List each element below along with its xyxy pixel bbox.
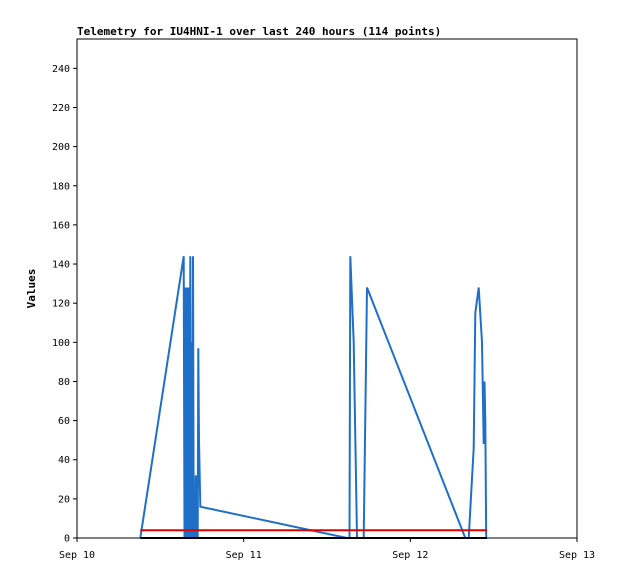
y-tick-label: 120 (52, 299, 70, 310)
y-tick-label: 160 (52, 220, 70, 231)
x-tick-label: Sep 10 (59, 550, 95, 561)
chart-title: Telemetry for IU4HNI-1 over last 240 hou… (77, 25, 441, 38)
y-tick-label: 60 (58, 416, 70, 427)
y-tick-label: 220 (52, 103, 70, 114)
series-line-1 (139, 256, 488, 539)
x-tick-label: Sep 13 (559, 550, 595, 561)
y-tick-label: 20 (58, 494, 70, 505)
y-tick-label: 140 (52, 260, 70, 271)
y-tick-label: 240 (52, 64, 70, 75)
y-tick-label: 80 (58, 377, 70, 388)
y-tick-label: 40 (58, 455, 70, 466)
y-axis: 0 20 40 60 80 100 120 140 160 180 200 220 240 (52, 64, 77, 545)
y-tick-label: 0 (64, 534, 70, 545)
x-tick-label: Sep 11 (226, 550, 262, 561)
y-axis-label: Values (25, 269, 38, 309)
y-tick-label: 180 (52, 181, 70, 192)
x-tick-label: Sep 12 (392, 550, 428, 561)
series-layer (139, 256, 488, 539)
y-tick-label: 200 (52, 142, 70, 153)
y-tick-label: 100 (52, 338, 70, 349)
x-axis: Sep 10 Sep 11 Sep 12 Sep 13 (59, 538, 595, 561)
